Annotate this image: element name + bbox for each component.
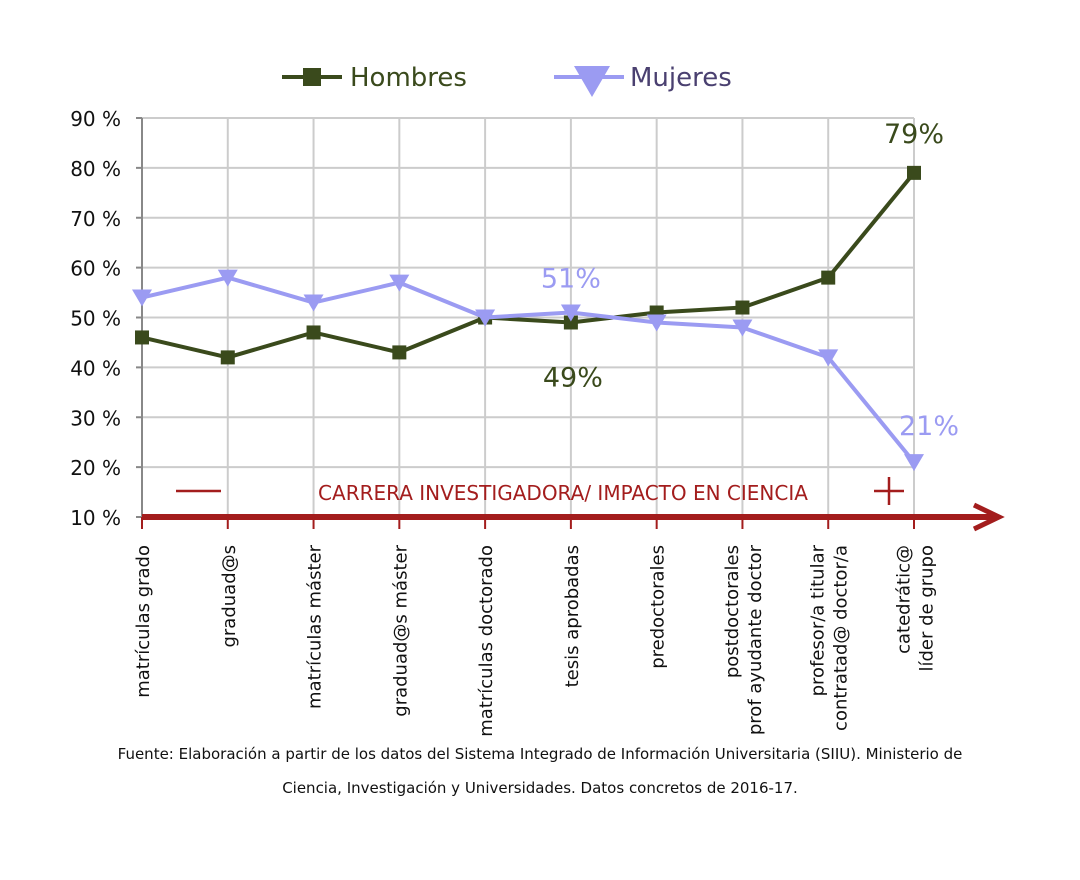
point-mujeres <box>646 314 667 332</box>
point-mujeres <box>560 304 581 322</box>
grid <box>142 117 915 517</box>
x-tick-label: tesis aprobadas <box>562 545 583 687</box>
axes: 10 % 20 % 30 % 40 % 50 % 60 % 70 % 80 % 90 % matr… <box>70 107 1005 737</box>
x-tick-label-line: matrículas doctorado <box>476 545 497 737</box>
x-tick-label-line: postdoctorales <box>722 545 743 678</box>
x-tick-label-line: matrículas grado <box>133 545 154 698</box>
point-hombres <box>306 325 321 340</box>
y-tick-label: 60 % <box>70 257 121 281</box>
labels: CARRERA INVESTIGADORA/ IMPACTO EN CIENCI… <box>176 119 959 505</box>
x-tick-label-line: predoctorales <box>648 545 669 669</box>
data-label: 21% <box>899 411 959 442</box>
x-tick-label: catedrátic@ líder de grupo <box>894 545 938 672</box>
series-line-mujeres <box>141 275 916 464</box>
legend-label-mujeres: Mujeres <box>630 63 732 93</box>
point-mujeres <box>389 274 410 292</box>
x-tick-label: matrículas máster <box>305 544 326 709</box>
legend-square-icon <box>303 68 321 86</box>
career-impact-label: CARRERA INVESTIGADORA/ IMPACTO EN CIENCI… <box>318 481 808 505</box>
point-hombres <box>392 345 407 360</box>
x-tick-label-line: matrículas máster <box>305 544 326 709</box>
data-label: 51% <box>541 264 601 295</box>
x-tick-label: predoctorales <box>648 545 669 669</box>
point-hombres <box>907 165 921 180</box>
x-tick-label-line: líder de grupo <box>917 545 938 672</box>
x-tick-label: postdoctorales prof ayudante doctor <box>722 544 766 735</box>
series <box>132 165 924 472</box>
y-tick-label: 30 % <box>70 406 121 430</box>
arrowhead-icon <box>972 502 1005 532</box>
legend: Hombres Mujeres <box>282 63 732 97</box>
point-mujeres <box>475 309 496 327</box>
y-tick-label: 10 % <box>70 506 121 530</box>
source-caption-line-2: Ciencia, Investigación y Universidades. … <box>282 779 798 797</box>
x-tick-label-line: catedrátic@ <box>894 545 915 654</box>
y-tick-label: 90 % <box>70 107 121 131</box>
point-hombres <box>220 350 235 365</box>
point-mujeres <box>732 319 753 337</box>
x-tick-label-line: graduad@s máster <box>390 544 411 716</box>
x-tick-label: graduad@s máster <box>390 544 411 716</box>
y-tick-label: 20 % <box>70 456 121 480</box>
legend-triangle-icon <box>574 66 610 97</box>
point-hombres <box>563 315 578 330</box>
x-tick-label: matrículas doctorado <box>476 545 497 737</box>
x-tick-label-line: prof ayudante doctor <box>745 544 766 735</box>
y-tick-label: 80 % <box>70 157 121 181</box>
point-mujeres <box>217 269 238 287</box>
x-tick-label-line: contratad@ doctor/a <box>831 545 852 731</box>
x-tick-label-line: tesis aprobadas <box>562 545 583 687</box>
point-hombres <box>735 300 750 315</box>
point-mujeres <box>132 289 152 307</box>
source-caption-line-1: Fuente: Elaboración a partir de los dato… <box>117 745 963 763</box>
x-tick-label: matrículas grado <box>133 545 154 698</box>
point-hombres <box>821 270 836 285</box>
series-line-hombres <box>141 171 916 360</box>
point-hombres <box>135 330 149 345</box>
y-tick-label: 50 % <box>70 307 121 331</box>
point-mujeres <box>303 294 324 312</box>
point-mujeres <box>904 454 924 472</box>
x-tick-label-line: profesor/a titular <box>808 544 829 696</box>
legend-label-hombres: Hombres <box>350 63 467 93</box>
point-mujeres <box>818 349 839 367</box>
x-tick-label: profesor/a titular contratad@ doctor/a <box>808 544 852 731</box>
y-tick-label: 40 % <box>70 356 121 380</box>
x-tick-label-line: graduad@s <box>219 545 240 648</box>
data-label: 49% <box>543 362 603 393</box>
x-tick-label: graduad@s <box>219 545 240 648</box>
y-tick-label: 70 % <box>70 207 121 231</box>
data-label: 79% <box>884 119 944 150</box>
